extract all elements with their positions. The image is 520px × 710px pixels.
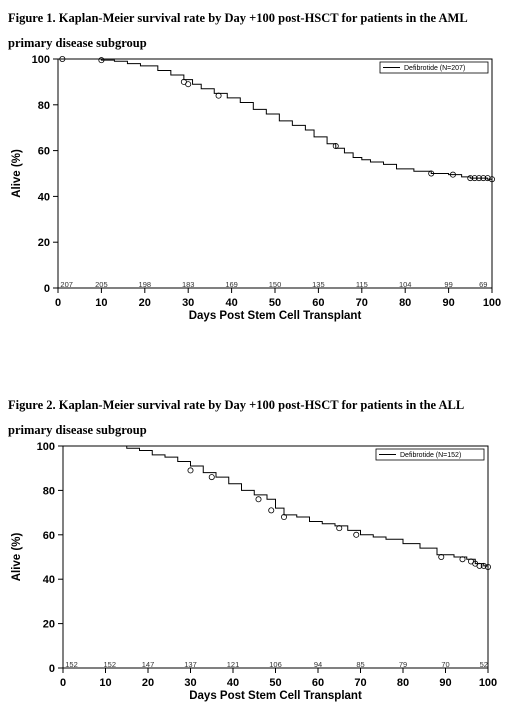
censor-mark <box>187 467 194 474</box>
x-tick-label: 40 <box>227 677 239 689</box>
censor-mark <box>459 556 466 563</box>
y-tick-label: 100 <box>37 442 55 453</box>
censor-mark <box>353 531 360 538</box>
at-risk-count: 69 <box>479 280 487 289</box>
x-tick-label: 50 <box>269 297 281 309</box>
censor-mark <box>471 175 478 182</box>
censor-mark <box>255 496 262 503</box>
x-tick-label: 100 <box>483 297 501 309</box>
at-risk-count: 198 <box>139 280 152 289</box>
at-risk-count: 205 <box>95 280 108 289</box>
x-tick-label: 10 <box>95 297 107 309</box>
x-tick-label: 20 <box>142 677 154 689</box>
x-tick-label: 60 <box>312 677 324 689</box>
censor-mark <box>280 514 287 521</box>
censor-mark <box>488 176 495 183</box>
censor-mark <box>467 175 474 182</box>
y-tick-label: 0 <box>44 283 50 295</box>
censor-mark <box>449 171 456 178</box>
y-tick-label: 40 <box>38 191 50 203</box>
y-tick-label: 100 <box>32 55 50 66</box>
legend-label: Defibrotide (N=207) <box>404 65 465 72</box>
survival-curve <box>63 445 489 567</box>
y-tick-label: 60 <box>43 530 55 542</box>
x-tick-label: 60 <box>312 297 324 309</box>
censor-mark <box>336 525 343 532</box>
y-tick-label: 20 <box>43 619 55 631</box>
x-tick-label: 40 <box>225 297 237 309</box>
x-tick-label: 70 <box>356 297 368 309</box>
at-risk-count: 135 <box>312 280 325 289</box>
x-tick-label: 80 <box>399 297 411 309</box>
plot-frame <box>57 58 493 289</box>
y-tick-label: 80 <box>38 100 50 112</box>
x-tick-label: 0 <box>60 677 66 689</box>
censor-mark <box>484 175 491 182</box>
at-risk-count: 183 <box>182 280 195 289</box>
at-risk-count: 70 <box>441 660 449 669</box>
at-risk-count: 52 <box>480 660 488 669</box>
at-risk-count: 85 <box>356 660 364 669</box>
x-axis-title: Days Post Stem Cell Transplant <box>189 690 362 702</box>
at-risk-count: 152 <box>103 660 116 669</box>
x-tick-label: 20 <box>139 297 151 309</box>
y-tick-label: 80 <box>43 485 55 497</box>
at-risk-count: 150 <box>269 280 282 289</box>
at-risk-count: 115 <box>356 280 368 289</box>
x-axis-title: Days Post Stem Cell Transplant <box>189 310 362 322</box>
censor-mark <box>476 562 483 569</box>
figure-1-caption: Figure 1. Kaplan-Meier survival rate by … <box>8 11 467 50</box>
censor-mark <box>268 507 275 514</box>
legend-label: Defibrotide (N=152) <box>400 452 461 459</box>
y-tick-label: 20 <box>38 237 50 249</box>
x-tick-label: 90 <box>442 297 454 309</box>
censor-mark <box>208 474 215 481</box>
figure-2-caption: Figure 2. Kaplan-Meier survival rate by … <box>8 398 464 437</box>
censor-mark <box>428 170 435 177</box>
censor-mark <box>185 81 192 88</box>
at-risk-count: 169 <box>225 280 238 289</box>
censor-mark <box>480 175 487 182</box>
x-tick-label: 0 <box>55 297 61 309</box>
y-tick-label: 60 <box>38 146 50 158</box>
at-risk-count: 104 <box>399 280 412 289</box>
y-tick-label: 40 <box>43 574 55 586</box>
at-risk-count: 207 <box>60 280 73 289</box>
y-tick-label: 0 <box>49 663 55 675</box>
censor-mark <box>332 143 339 150</box>
x-tick-label: 50 <box>269 677 281 689</box>
y-axis-title: Alive (%) <box>11 533 23 582</box>
survival-curve <box>58 58 492 180</box>
at-risk-count: 137 <box>184 660 197 669</box>
x-tick-label: 70 <box>354 677 366 689</box>
x-tick-label: 80 <box>397 677 409 689</box>
censor-mark <box>475 175 482 182</box>
at-risk-count: 121 <box>227 660 240 669</box>
at-risk-count: 99 <box>444 280 452 289</box>
km-chart-all: 0 20 40 60 80 100 0 10 20 30 40 50 60 70 80 90 100 Days P… <box>11 442 497 702</box>
legend-box <box>379 61 489 74</box>
x-tick-label: 100 <box>479 677 497 689</box>
x-tick-label: 30 <box>182 297 194 309</box>
censor-mark <box>480 562 487 569</box>
y-axis-title: Alive (%) <box>11 149 23 198</box>
censor-mark <box>484 563 491 570</box>
x-tick-label: 90 <box>439 677 451 689</box>
censor-mark <box>438 554 445 561</box>
at-risk-count: 106 <box>269 660 282 669</box>
plot-frame <box>62 445 489 669</box>
censor-mark <box>59 56 66 62</box>
censor-mark <box>215 92 222 99</box>
censor-mark <box>98 57 105 64</box>
at-risk-count: 147 <box>142 660 155 669</box>
x-tick-label: 30 <box>184 677 196 689</box>
legend-box <box>375 448 485 461</box>
at-risk-count: 94 <box>314 660 322 669</box>
at-risk-count: 79 <box>399 660 407 669</box>
at-risk-count: 152 <box>65 660 78 669</box>
km-chart-aml: 0 20 40 60 80 100 0 10 20 30 40 50 60 70 80 90 100 Days P… <box>11 55 501 322</box>
x-tick-label: 10 <box>99 677 111 689</box>
